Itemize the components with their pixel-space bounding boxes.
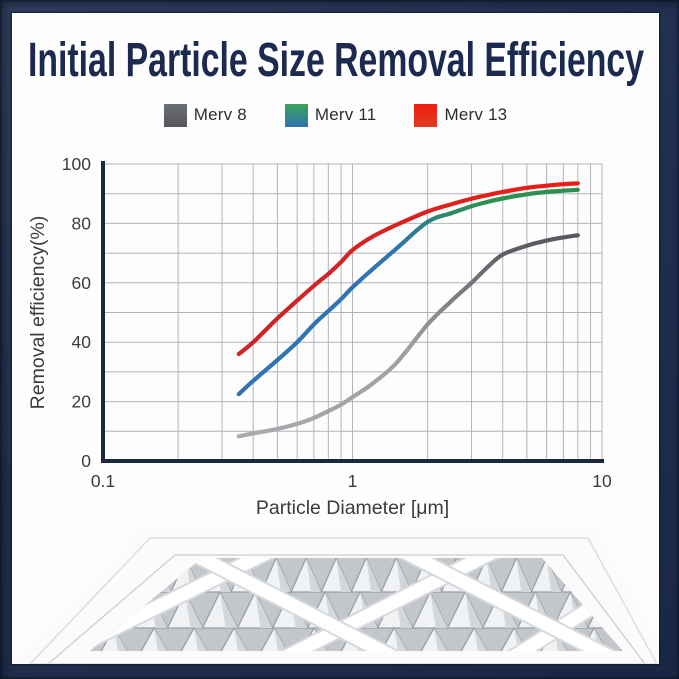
grid: [103, 163, 603, 461]
legend-label: Merv 13: [444, 105, 508, 124]
efficiency-chart-area: 0 20 40 60 80 100 0.1 1 10 Particle Diameter [μm]…: [12, 131, 659, 526]
series-line-merv-11: [236, 187, 580, 397]
y-tick-label: 40: [72, 332, 92, 352]
infographic-card: Initial Particle Size Removal Efficiency…: [0, 13, 679, 677]
merv13-swatch-icon: [414, 103, 438, 127]
y-axis-title: Removal efficiency(%): [27, 216, 49, 410]
legend-item-merv8: Merv 8: [163, 103, 247, 127]
y-tick-label: 60: [72, 273, 92, 293]
legend-item-merv11: Merv 11: [284, 103, 377, 127]
chart-legend: Merv 8 Merv 11 Merv 13: [12, 101, 659, 129]
y-tick-label: 0: [81, 451, 91, 471]
series-line-merv-13: [236, 181, 580, 357]
efficiency-chart: 0 20 40 60 80 100 0.1 1 10 Particle Diameter [μm]…: [27, 154, 612, 519]
y-tick-label: 20: [72, 392, 92, 412]
legend-item-merv13: Merv 13: [414, 103, 508, 127]
y-tick-label: 100: [62, 154, 91, 174]
air-filter-photo: [0, 518, 679, 677]
x-tick-label: 10: [592, 471, 612, 491]
merv11-swatch-icon: [284, 103, 308, 127]
page-title-text: Initial Particle Size Removal Efficiency: [28, 34, 644, 87]
x-tick-label: 1: [348, 471, 358, 491]
page-title: Initial Particle Size Removal Efficiency: [28, 34, 644, 87]
x-axis-title: Particle Diameter [μm]: [256, 497, 449, 519]
series-line-merv-8: [236, 233, 580, 439]
pleated-air-filter-illustration: [0, 525, 679, 677]
legend-label: Merv 8: [193, 105, 247, 124]
legend-label: Merv 11: [314, 105, 377, 124]
merv8-swatch-icon: [163, 103, 187, 127]
y-tick-label: 80: [72, 213, 92, 233]
x-tick-label: 0.1: [91, 471, 115, 491]
